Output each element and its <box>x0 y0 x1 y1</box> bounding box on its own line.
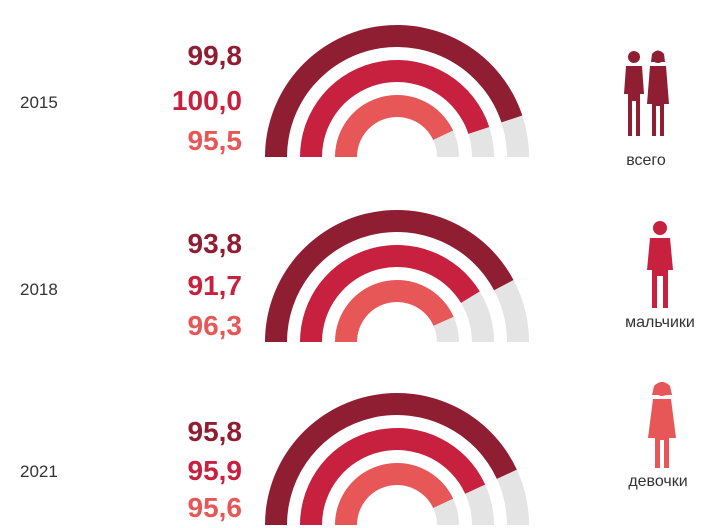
legend-label: девочки <box>628 473 688 490</box>
arc-bar-boys <box>300 427 486 525</box>
arc-bar-girls <box>335 95 454 157</box>
boy-and-girl-icon <box>624 50 669 136</box>
value-label-boys: 91,7 <box>187 270 243 301</box>
arc-bar-boys <box>300 244 480 342</box>
arc-bar-girls <box>335 280 454 342</box>
year-label: 2015 <box>20 93 58 112</box>
legend-label: всего <box>626 152 666 169</box>
boy-icon <box>647 221 673 308</box>
value-label-total: 99,8 <box>187 40 243 71</box>
arc-bar-total <box>265 24 523 157</box>
year-label: 2021 <box>20 462 58 481</box>
value-label-total: 95,8 <box>187 416 243 447</box>
value-label-girls: 95,5 <box>187 125 243 156</box>
arc-bar-boys <box>300 60 490 157</box>
arc-bar-total <box>265 393 517 525</box>
value-label-boys: 95,9 <box>187 455 243 486</box>
value-label-girls: 96,3 <box>187 310 243 341</box>
value-label-boys: 100,0 <box>171 85 242 116</box>
arc-bar-girls <box>335 462 454 525</box>
value-label-total: 93,8 <box>187 228 243 259</box>
year-label: 2018 <box>20 280 58 299</box>
arc-bar-total <box>265 209 514 342</box>
value-label-girls: 95,6 <box>187 492 243 523</box>
legend-label: мальчики <box>625 314 695 331</box>
girl-icon <box>648 382 676 468</box>
